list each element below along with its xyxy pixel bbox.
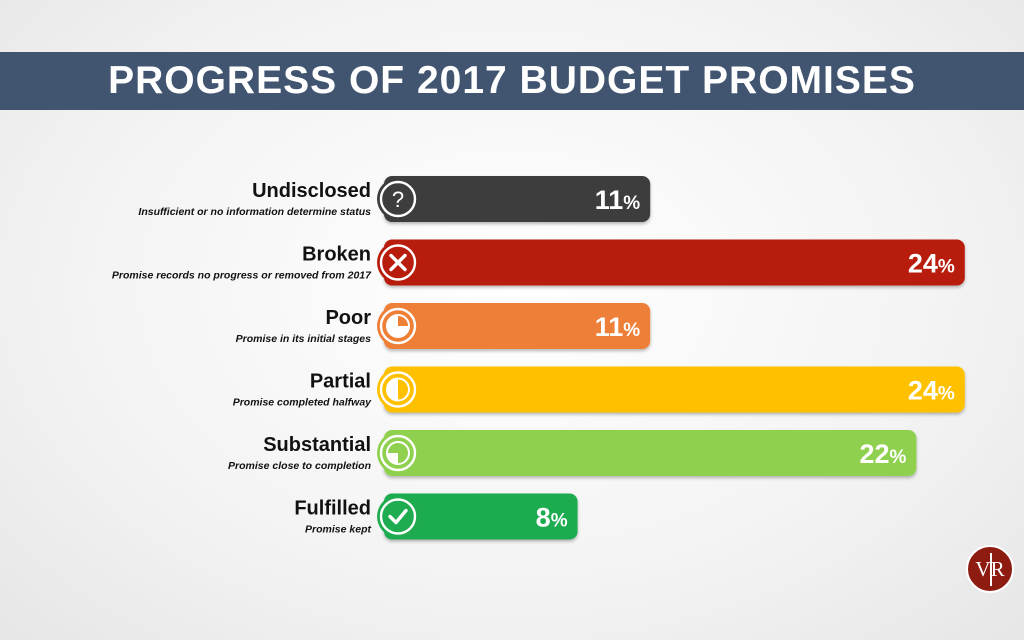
svg-text:?: ?	[392, 187, 404, 212]
bar-row-poor: 11% Poor Promise in its initial stages	[236, 303, 651, 349]
category-description: Promise close to completion	[228, 460, 371, 472]
category-label: Substantial	[263, 434, 371, 456]
category-description: Promise in its initial stages	[236, 333, 372, 345]
value-label: 22%	[859, 439, 906, 469]
icon-badge	[377, 495, 419, 538]
bar-broken	[384, 239, 965, 286]
bar-row-substantial: 22% Substantial Promise close to completio…	[228, 430, 917, 476]
title-band: PROGRESS OF 2017 BUDGET PROMISES	[0, 52, 1024, 110]
bar-undisclosed	[384, 176, 651, 222]
bar-fulfilled	[384, 493, 578, 540]
category-description: Insufficient or no information determine…	[138, 206, 371, 218]
chart-title: PROGRESS OF 2017 BUDGET PROMISES	[108, 59, 916, 102]
category-description: Promise kept	[305, 524, 371, 536]
quarter-pie-icon	[386, 314, 410, 338]
bar-poor	[384, 303, 651, 349]
value-label: 24%	[908, 376, 955, 406]
x-icon	[389, 253, 407, 272]
bar-partial	[384, 366, 965, 413]
bar-row-partial: 24% Partial Promise completed halfway	[233, 366, 965, 413]
category-label: Fulfilled	[294, 498, 371, 520]
value-label: 11%	[595, 312, 641, 342]
icon-ring	[379, 180, 417, 218]
category-description: Promise completed halfway	[233, 397, 372, 409]
vr-logo: VR	[966, 545, 1014, 593]
icon-ring	[379, 498, 417, 535]
icon-ring	[379, 371, 417, 408]
bar-row-broken: 24% Broken Promise records no progress or …	[112, 239, 965, 286]
icon-ring	[379, 434, 417, 472]
category-description: Promise records no progress or removed f…	[112, 270, 372, 282]
bar-row-fulfilled: 8% Fulfilled Promise kept	[294, 493, 578, 540]
question-icon: ?	[392, 187, 404, 212]
check-icon	[388, 508, 408, 525]
category-label: Poor	[325, 307, 371, 329]
icon-ring	[379, 307, 417, 345]
category-label: Partial	[310, 371, 371, 393]
category-label: Undisclosed	[252, 180, 371, 202]
icon-badge	[377, 178, 419, 220]
three-quarter-pie-icon	[386, 441, 410, 465]
bar-row-undisclosed: ? 11% Undisclosed Insufficient or no inform…	[138, 176, 651, 222]
bar-substantial	[384, 430, 917, 476]
logo-text: VR	[975, 556, 1005, 581]
icon-ring	[379, 244, 417, 281]
value-label: 8%	[536, 503, 568, 533]
half-pie-icon	[386, 377, 410, 402]
value-label: 11%	[595, 185, 641, 215]
category-label: Broken	[302, 244, 371, 266]
value-label: 24%	[908, 249, 955, 279]
